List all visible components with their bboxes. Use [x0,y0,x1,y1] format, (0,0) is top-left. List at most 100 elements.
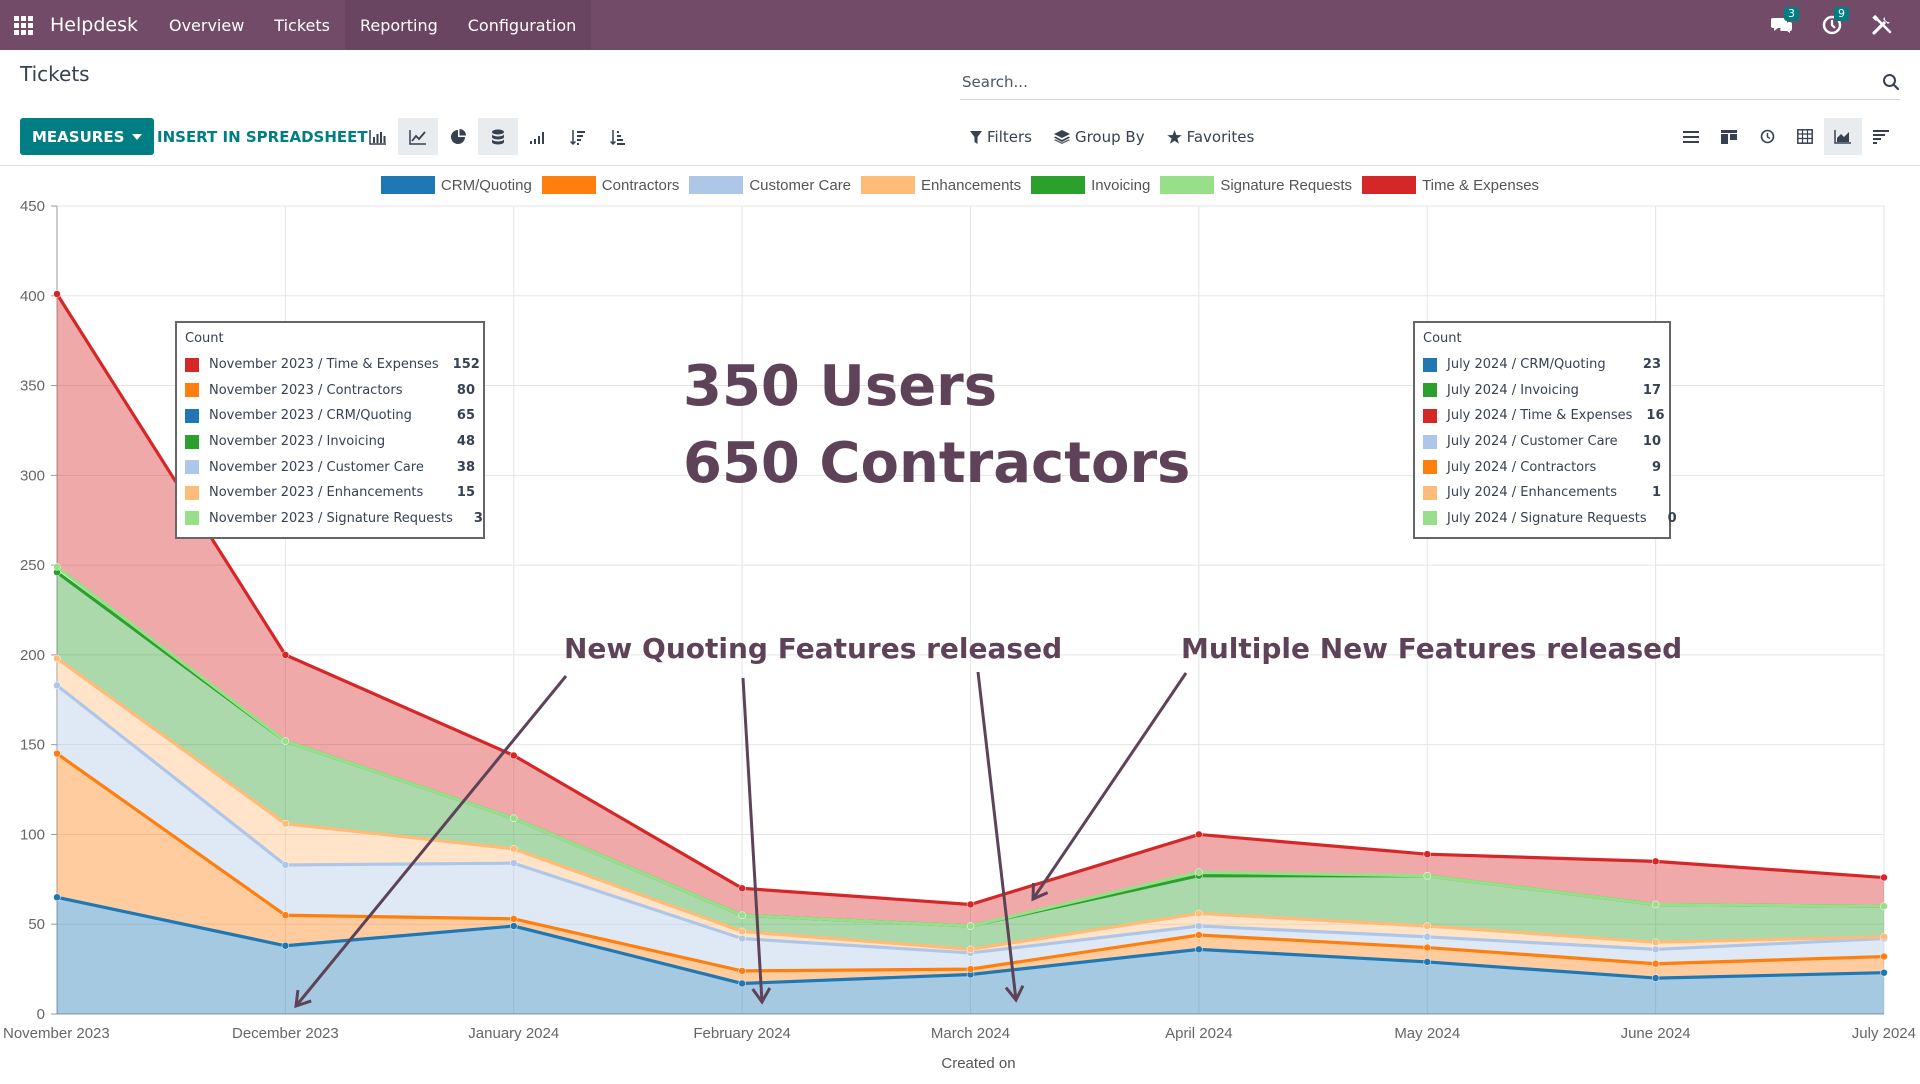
cumulative-button[interactable] [518,118,558,155]
data-point [738,884,746,893]
data-point [1195,922,1203,930]
legend-item[interactable]: Invoicing [1031,176,1150,194]
systray: 3 9 [1770,0,1920,50]
tooltip-swatch [185,434,199,449]
area-invoicing [57,572,1884,950]
search-icon[interactable] [1882,73,1900,91]
legend-swatch [861,176,916,194]
legend-item[interactable]: Customer Care [689,176,851,194]
tooltip-row: July 2024 / Customer Care 10 [1423,429,1661,455]
area-chart-icon [1834,130,1851,144]
data-point [966,922,975,930]
data-point [510,922,518,930]
y-tick-label: 450 [20,198,45,215]
x-tick-label: February 2024 [693,1025,791,1042]
data-point [281,911,290,919]
messages-button[interactable]: 3 [1770,7,1799,37]
apps-menu-icon[interactable] [14,14,36,36]
caret-down-icon [132,133,143,140]
favorites-label: Favorites [1186,128,1255,146]
database-icon [492,129,504,144]
x-tick-label: January 2024 [468,1025,559,1042]
tooltip-label: July 2024 / Signature Requests [1447,510,1647,526]
annotation-arrowhead [294,989,312,1009]
sort-ascending-button[interactable] [598,118,638,155]
data-point [1195,931,1203,939]
annotation-arrowhead [1031,882,1049,902]
activities-button[interactable]: 9 [1820,7,1849,37]
tooltip-row: November 2023 / Customer Care 38 [185,454,475,480]
tooltip-label: July 2024 / Customer Care [1447,434,1618,450]
insert-in-spreadsheet-button[interactable]: INSERT IN SPREADSHEET [157,128,368,146]
line-chart-button[interactable] [398,118,438,155]
tooltip-row: November 2023 / CRM/Quoting 65 [185,403,475,429]
data-point [966,900,975,909]
tooltip-row: July 2024 / CRM/Quoting 23 [1423,352,1661,378]
legend-item[interactable]: Enhancements [861,176,1021,194]
data-point [1195,909,1203,918]
data-point [53,749,61,758]
tooltip-value: 10 [1642,434,1661,450]
annotation-arrow [976,671,1018,1001]
tooltip-row: November 2023 / Signature Requests 3 [185,506,483,532]
tooltip-row: July 2024 / Invoicing 17 [1423,378,1661,404]
tooltip-row: November 2023 / Contractors 80 [185,378,475,404]
stacked-toggle-button[interactable] [478,118,518,155]
chat-icon [1771,18,1792,33]
data-point [1880,952,1888,961]
tooltip-swatch [1423,485,1437,500]
groupby-toggle[interactable]: Group By [1053,128,1145,146]
kanban-view-button[interactable] [1710,118,1748,155]
legend-item[interactable]: CRM/Quoting [380,176,532,194]
list-view-button[interactable] [1672,118,1710,155]
data-point [1880,933,1888,941]
legend-swatch [380,176,435,194]
sort-descending-button[interactable] [558,118,598,155]
legend-item[interactable]: Time & Expenses [1362,176,1539,194]
menu-overview[interactable]: Overview [168,15,245,35]
clock-icon [1822,15,1842,35]
data-point [1651,900,1660,909]
layers-icon [1053,130,1070,144]
tooltip-label: November 2023 / Enhancements [209,485,424,501]
graph-view-button[interactable] [1824,118,1862,155]
activity-view-button[interactable] [1748,118,1786,155]
search-input[interactable] [960,66,1860,98]
app-brand[interactable]: Helpdesk [50,14,138,36]
tooltip-label: July 2024 / Contractors [1447,459,1597,475]
tooltip-value: 9 [1651,459,1661,475]
data-point [738,967,746,975]
pivot-view-button[interactable] [1786,118,1824,155]
data-point [966,965,975,973]
favorites-toggle[interactable]: Favorites [1166,128,1255,146]
tooltip-swatch [185,511,199,526]
menu-tickets[interactable]: Tickets [274,15,330,35]
menu-reporting[interactable]: Reporting [344,0,453,50]
tooltip-swatch [185,485,199,500]
measures-button[interactable]: MEASURES [20,118,155,155]
table-icon [1797,129,1813,144]
tooltip-label: November 2023 / Invoicing [209,434,386,450]
view-switcher [1672,118,1900,155]
tooltip-label: November 2023 / Signature Requests [209,510,453,526]
tooltip-title: Count [185,331,224,346]
filters-toggle[interactable]: Filters [970,128,1032,146]
tooltip-value: 80 [456,382,475,398]
y-tick-label: 50 [28,916,45,933]
x-axis-title: Created on [941,1055,1015,1072]
pie-chart-button[interactable] [438,118,478,155]
legend-item[interactable]: Contractors [541,176,679,194]
legend-item[interactable]: Signature Requests [1160,176,1352,194]
tooltip-label: November 2023 / Contractors [209,382,403,398]
annotation-arrowhead [1004,984,1025,1003]
menu-configuration[interactable]: Configuration [452,0,592,50]
tooltip-value: 15 [456,485,475,501]
filters-label: Filters [987,128,1032,146]
cohort-view-button[interactable] [1862,118,1900,155]
cohort-icon [1873,129,1889,144]
debug-tools-button[interactable] [1870,13,1894,37]
bar-chart-button[interactable] [358,118,398,155]
graph-chart-area: CRM/Quoting Contractors Customer Care Enhan… [0,166,1920,1080]
data-point [281,819,290,828]
tooltip-row: July 2024 / Signature Requests 0 [1423,506,1677,532]
